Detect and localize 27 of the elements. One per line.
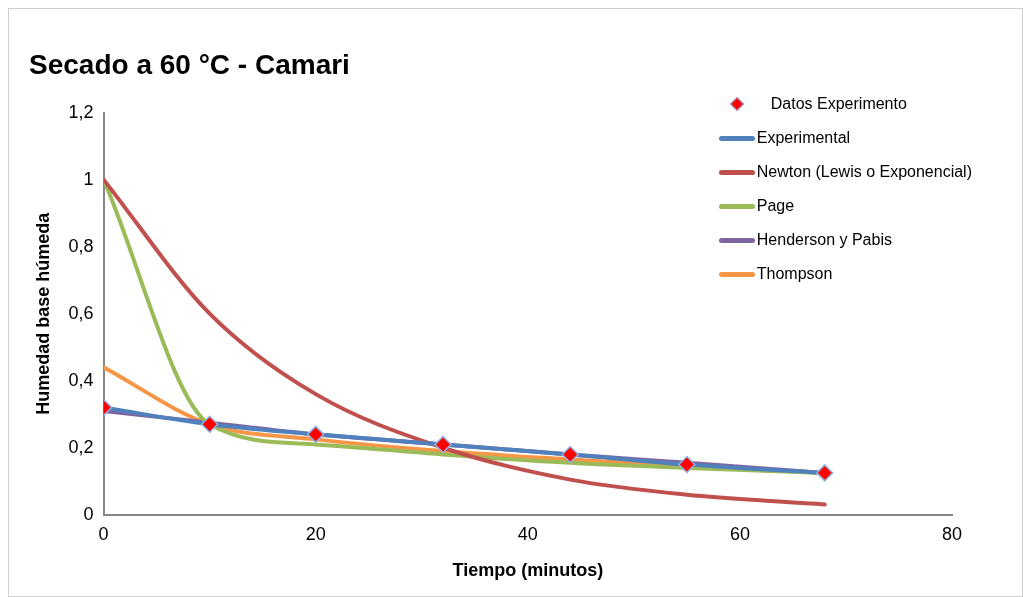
point: [678, 455, 696, 474]
y-tick-label: 1,2: [68, 101, 94, 122]
legend-label: Newton (Lewis o Exponencial): [756, 163, 972, 181]
y-tick-label: 0,6: [68, 302, 94, 323]
legend-label: Henderson y Pabis: [756, 231, 892, 249]
y-tick-label: 0: [83, 503, 94, 524]
point: [434, 435, 452, 454]
y-tick-label: 1: [83, 168, 94, 189]
point: [561, 445, 579, 464]
x-tick-label: 60: [729, 523, 750, 544]
point: [306, 425, 325, 444]
legend-label: Page: [756, 197, 795, 215]
x-tick-label: 40: [517, 523, 538, 544]
y-tick-label: 0,4: [68, 369, 94, 390]
legend-label: Thompson: [756, 265, 833, 283]
x-tick-label: 20: [305, 523, 326, 544]
point: [815, 464, 834, 482]
chart-title: Secado a 60 °C - Camari: [29, 48, 350, 80]
y-axis-title: Humedad base húmeda: [32, 211, 53, 415]
x-tick-label: 80: [941, 523, 963, 544]
y-tick-label: 0,2: [68, 436, 94, 457]
point: [200, 415, 219, 434]
legend-label: Datos Experimento: [770, 95, 907, 113]
y-tick-label: 0,8: [68, 235, 94, 256]
legend-label: Experimental: [756, 129, 851, 147]
x-axis-title: Tiempo (minutos): [452, 560, 604, 581]
x-tick-label: 0: [98, 523, 109, 544]
